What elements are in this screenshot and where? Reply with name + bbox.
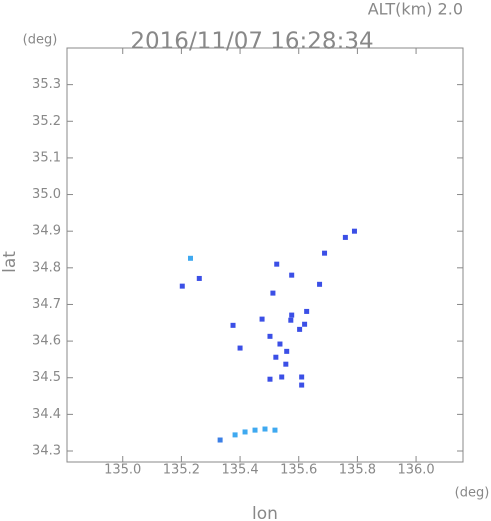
echo-point <box>196 275 202 281</box>
echo-point <box>217 437 223 443</box>
echo-point <box>252 427 258 433</box>
echo-point <box>267 376 273 382</box>
y-tick-label: 34.3 <box>32 444 61 459</box>
echo-point <box>273 354 279 360</box>
echo-point <box>302 321 308 327</box>
echo-point <box>232 432 238 438</box>
altitude-label: ALT(km) 2.0 <box>368 0 463 19</box>
plot-frame <box>66 47 464 463</box>
echo-point <box>279 374 285 380</box>
chart-title: 2016/11/07 16:28:34 <box>130 29 373 55</box>
echo-point <box>288 317 294 323</box>
y-tick-label: 34.8 <box>32 260 61 275</box>
echo-point <box>179 283 185 289</box>
echo-point <box>262 426 268 432</box>
y-unit: (deg) <box>23 33 58 48</box>
echo-point <box>187 255 193 261</box>
y-tick-label: 35.0 <box>32 187 61 202</box>
echo-point <box>304 308 310 314</box>
echo-point <box>270 290 276 296</box>
echo-point <box>317 281 323 287</box>
y-tick-label: 35.2 <box>32 114 61 129</box>
y-tick-label: 34.5 <box>32 370 61 385</box>
x-tick-label: 135.6 <box>280 463 317 478</box>
y-tick-label: 34.7 <box>32 297 61 312</box>
echo-point <box>259 316 265 322</box>
echo-point <box>289 312 295 318</box>
y-tick-label: 34.6 <box>32 334 61 349</box>
x-tick-label: 135.4 <box>221 463 258 478</box>
echo-point <box>230 322 236 328</box>
y-axis-label: lat <box>0 251 20 273</box>
x-tick-label: 135.8 <box>339 463 376 478</box>
echo-point <box>299 374 305 380</box>
x-axis-label: lon <box>252 504 278 521</box>
x-unit: (deg) <box>455 486 490 501</box>
y-tick-label: 34.4 <box>32 407 61 422</box>
echo-point <box>289 272 295 278</box>
echo-point <box>297 326 303 332</box>
y-tick-label: 35.1 <box>32 150 61 165</box>
echo-point <box>237 345 243 351</box>
echo-point <box>322 250 328 256</box>
echo-point <box>351 228 357 234</box>
echo-point <box>299 382 305 388</box>
x-tick-label: 135.0 <box>104 463 141 478</box>
echo-point <box>272 427 278 433</box>
echo-point <box>284 348 290 354</box>
echo-point <box>274 261 280 267</box>
echo-point <box>277 341 283 347</box>
echo-point <box>267 333 273 339</box>
x-tick-label: 136.0 <box>397 463 434 478</box>
x-tick-label: 135.2 <box>163 463 200 478</box>
y-tick-label: 34.9 <box>32 224 61 239</box>
echo-point <box>242 429 248 435</box>
echo-point <box>283 361 289 367</box>
echo-point <box>342 234 348 240</box>
y-tick-label: 35.3 <box>32 77 61 92</box>
